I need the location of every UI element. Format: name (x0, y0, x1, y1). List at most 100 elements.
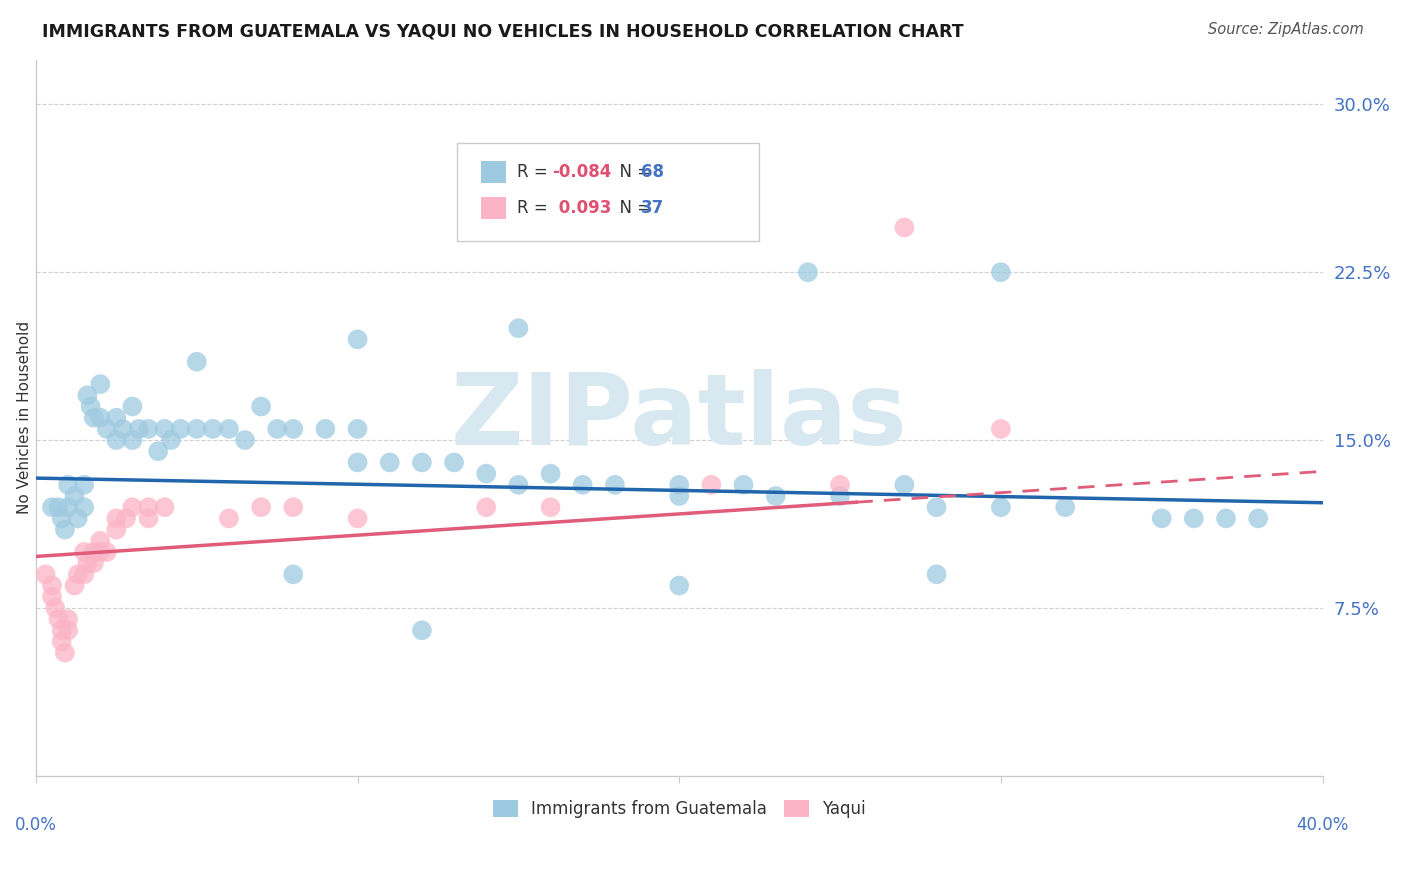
Point (828, 489, 851, 503)
Point (603, 478, 626, 492)
Point (53, 523, 76, 537)
Text: 0.0%: 0.0% (15, 816, 56, 834)
Point (990, 422, 1012, 436)
Point (475, 500, 498, 515)
Point (73, 567, 96, 582)
Point (51, 624, 73, 638)
Point (138, 500, 160, 515)
Point (111, 422, 134, 436)
Point (1054, 500, 1077, 515)
Point (138, 422, 160, 436)
Point (346, 511, 368, 525)
Point (1150, 511, 1173, 525)
Point (443, 455, 465, 469)
Point (73, 545, 96, 559)
Text: IMMIGRANTS FROM GUATEMALA VS YAQUI NO VEHICLES IN HOUSEHOLD CORRELATION CHART: IMMIGRANTS FROM GUATEMALA VS YAQUI NO VE… (42, 22, 963, 40)
Text: -0.084: -0.084 (553, 163, 612, 181)
Point (48, 500, 70, 515)
Point (1182, 511, 1205, 525)
Point (44, 601, 66, 615)
Point (283, 500, 305, 515)
Point (146, 444, 169, 458)
Point (668, 478, 690, 492)
Point (283, 422, 305, 436)
Point (346, 332, 368, 346)
Point (56, 500, 79, 515)
Text: 68: 68 (641, 163, 664, 181)
Text: 0.093: 0.093 (553, 199, 612, 217)
Point (63, 578, 86, 592)
Point (89, 410, 111, 425)
Point (89, 533, 111, 548)
Point (233, 433, 256, 447)
Point (48, 612, 70, 626)
Text: N =: N = (609, 199, 657, 217)
Point (56, 612, 79, 626)
Point (96, 545, 118, 559)
Point (218, 422, 240, 436)
Point (1247, 511, 1270, 525)
Point (636, 164, 658, 178)
Point (66, 567, 89, 582)
Point (138, 511, 160, 525)
Point (283, 567, 305, 582)
Text: ZIPatlas: ZIPatlas (451, 369, 908, 467)
Point (266, 422, 288, 436)
Point (1215, 511, 1237, 525)
Point (121, 500, 143, 515)
Point (668, 489, 690, 503)
Legend: Immigrants from Guatemala, Yaqui: Immigrants from Guatemala, Yaqui (486, 793, 872, 825)
Point (201, 422, 224, 436)
Text: R =: R = (517, 199, 554, 217)
Point (105, 433, 128, 447)
Point (218, 511, 240, 525)
Point (105, 523, 128, 537)
Point (89, 545, 111, 559)
Point (83, 556, 105, 570)
Point (508, 321, 530, 335)
Point (56, 478, 79, 492)
Point (250, 500, 273, 515)
Point (186, 355, 208, 369)
Point (700, 478, 723, 492)
Point (115, 511, 138, 525)
Point (508, 478, 530, 492)
Point (128, 422, 150, 436)
Point (893, 220, 915, 235)
Point (411, 455, 433, 469)
Text: Source: ZipAtlas.com: Source: ZipAtlas.com (1208, 22, 1364, 37)
Point (41, 578, 63, 592)
Point (170, 422, 193, 436)
Point (250, 400, 273, 414)
Point (160, 433, 183, 447)
Point (51, 634, 73, 648)
Point (346, 455, 368, 469)
Point (63, 489, 86, 503)
Point (96, 422, 118, 436)
Point (83, 545, 105, 559)
Point (73, 478, 96, 492)
Point (765, 489, 787, 503)
Point (79, 400, 101, 414)
Point (56, 624, 79, 638)
Point (153, 422, 176, 436)
Point (668, 578, 690, 592)
Point (73, 500, 96, 515)
Text: N =: N = (609, 163, 657, 181)
Point (571, 478, 593, 492)
Point (990, 500, 1012, 515)
Point (540, 467, 562, 481)
Point (893, 478, 915, 492)
Point (346, 422, 368, 436)
Point (990, 265, 1012, 279)
Text: 40.0%: 40.0% (1296, 816, 1348, 834)
Point (105, 410, 128, 425)
Point (121, 433, 143, 447)
Point (314, 422, 336, 436)
Point (76, 556, 98, 570)
Point (411, 624, 433, 638)
Point (828, 478, 851, 492)
Point (83, 410, 105, 425)
Point (41, 590, 63, 604)
Point (66, 511, 89, 525)
